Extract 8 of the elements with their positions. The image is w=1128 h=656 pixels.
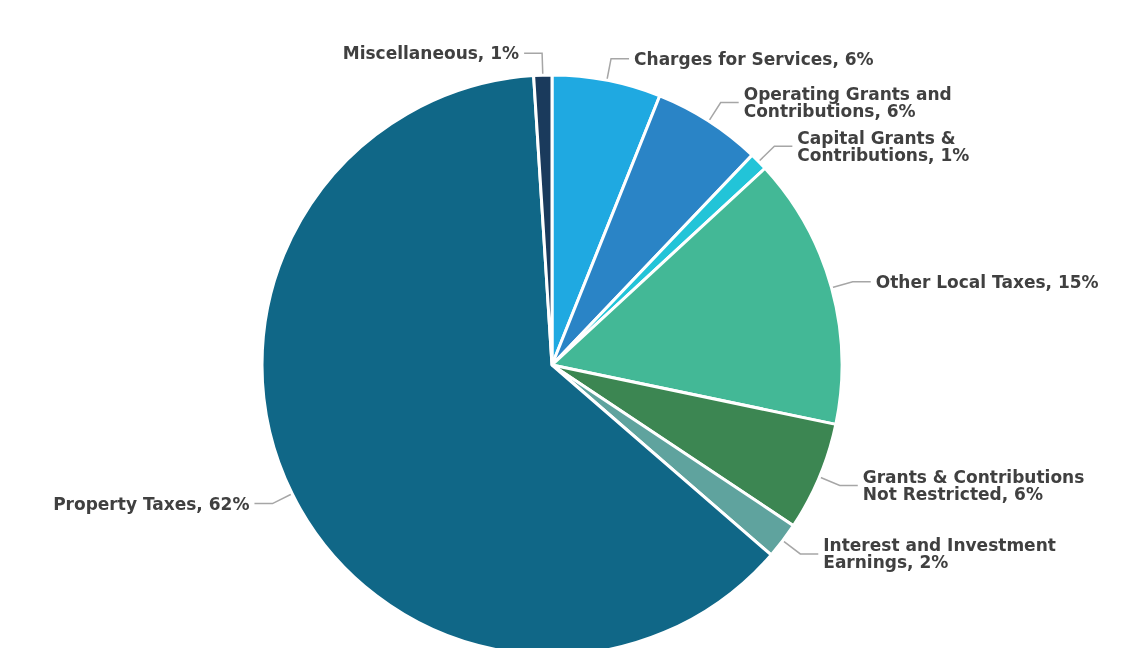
slice-label: Property Taxes, 62% [53,493,250,514]
slice-label: Charges for Services, 6% [634,48,874,69]
slice-label: Capital Grants & Contributions, 1% [797,127,970,165]
slice-label: Grants & Contributions Not Restricted, 6% [862,467,1091,505]
slice-label: Interest and Investment Earnings, 2% [823,535,1062,573]
slice-label: Operating Grants and Contributions, 6% [743,84,958,122]
slice-label: Other Local Taxes, 15% [875,271,1099,292]
slice-label: Miscellaneous, 1% [342,43,520,64]
